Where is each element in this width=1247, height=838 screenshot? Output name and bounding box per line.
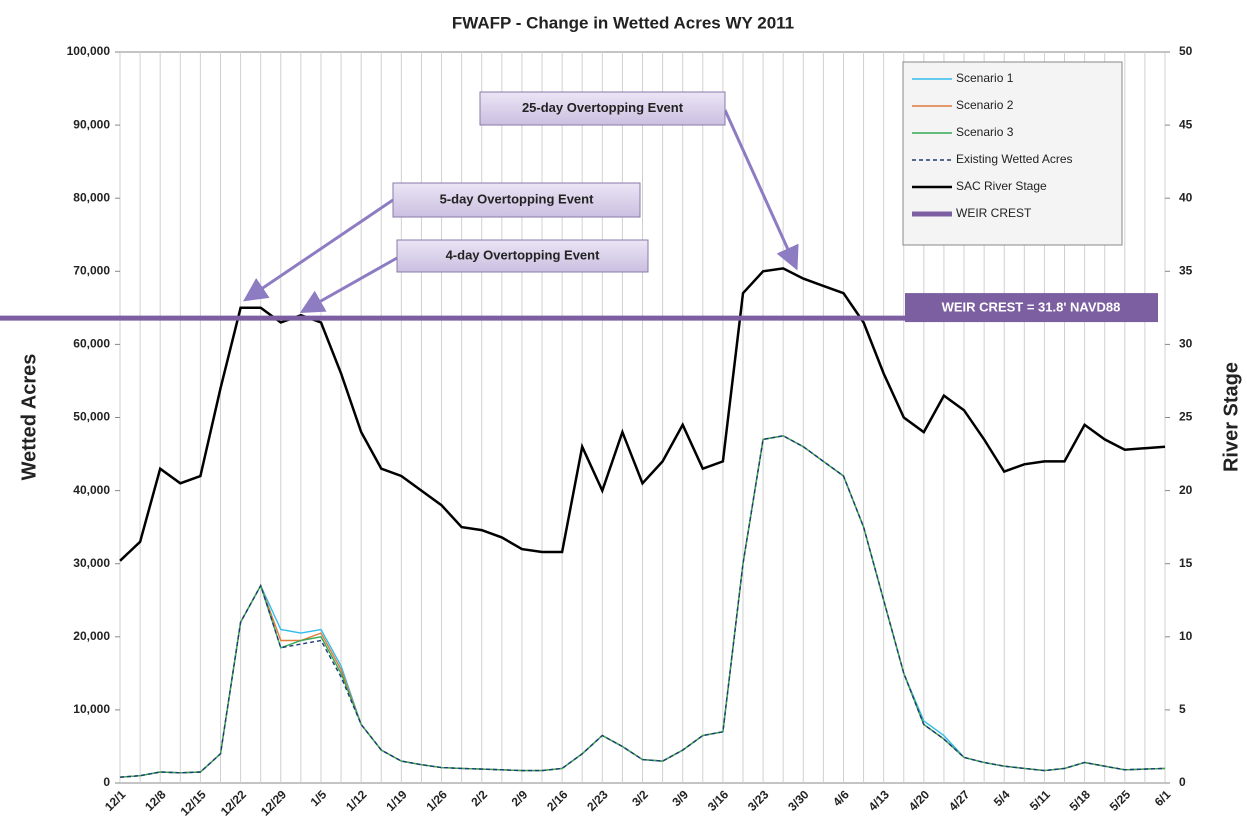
annotation-box: [479, 91, 726, 126]
y-tick-label: 10,000: [73, 702, 110, 716]
x-tick-label: 12/29: [258, 787, 289, 818]
x-tick-label: 1/19: [383, 787, 410, 814]
x-tick-label: 5/18: [1067, 787, 1094, 814]
x-tick-label: 5/4: [991, 787, 1013, 809]
x-tick-label: 4/27: [946, 787, 973, 814]
annotation-text: 4-day Overtopping Event: [446, 247, 601, 262]
y-tick-label: 60,000: [73, 337, 110, 351]
x-tick-label: 12/8: [142, 787, 169, 814]
y-tick-label: 50,000: [73, 410, 110, 424]
annotation-text: 5-day Overtopping Event: [440, 191, 595, 206]
x-tick-label: 5/25: [1107, 787, 1134, 814]
y2-tick-label: 20: [1179, 483, 1193, 497]
y2-tick-label: 40: [1179, 190, 1193, 204]
y-tick-label: 90,000: [73, 117, 110, 131]
x-tick-label: 3/9: [669, 787, 691, 809]
legend-label: Scenario 1: [956, 71, 1014, 85]
x-tick-label: 3/23: [745, 787, 772, 814]
reference-label: WEIR CREST = 31.8' NAVD88: [942, 300, 1121, 315]
y2-tick-label: 35: [1179, 263, 1193, 277]
legend-label: Existing Wetted Acres: [956, 152, 1073, 166]
reference-label-box: [905, 293, 1158, 323]
y-tick-label: 0: [103, 775, 110, 789]
y2-tick-label: 15: [1179, 556, 1193, 570]
x-tick-label: 1/26: [423, 787, 450, 814]
x-tick-label: 6/1: [1152, 787, 1174, 809]
x-tick-label: 12/22: [218, 787, 249, 818]
y2-tick-label: 0: [1179, 775, 1186, 789]
y2-tick-label: 50: [1179, 44, 1193, 58]
annotation-box: [396, 239, 649, 273]
chart-title: FWAFP - Change in Wetted Acres WY 2011: [452, 13, 794, 32]
x-tick-label: 1/12: [343, 787, 370, 814]
y2-tick-label: 5: [1179, 702, 1186, 716]
y-tick-label: 80,000: [73, 190, 110, 204]
y2-tick-label: 30: [1179, 337, 1193, 351]
annotation-text: 25-day Overtopping Event: [522, 100, 684, 115]
x-tick-label: 3/30: [785, 787, 812, 814]
y2-axis-title: River Stage: [1220, 362, 1242, 472]
x-tick-label: 12/1: [102, 787, 129, 814]
annotation-arrow: [299, 256, 398, 313]
annotation-arrow: [243, 198, 394, 302]
x-tick-label: 4/20: [906, 787, 933, 814]
x-tick-label: 3/2: [629, 787, 651, 809]
x-tick-label: 12/15: [178, 787, 209, 818]
y-axis-title: Wetted Acres: [18, 354, 40, 481]
x-tick-label: 2/23: [584, 787, 611, 814]
x-tick-label: 2/9: [509, 787, 531, 809]
legend-label: WEIR CREST: [956, 206, 1032, 220]
x-tick-label: 3/16: [705, 787, 732, 814]
x-tick-label: 4/13: [866, 787, 893, 814]
y-tick-label: 70,000: [73, 263, 110, 277]
legend-label: Scenario 2: [956, 98, 1014, 112]
x-tick-label: 2/16: [544, 787, 571, 814]
y2-tick-label: 25: [1179, 410, 1193, 424]
y-tick-label: 30,000: [73, 556, 110, 570]
legend-label: SAC River Stage: [956, 179, 1047, 193]
y-tick-label: 40,000: [73, 483, 110, 497]
legend-label: Scenario 3: [956, 125, 1014, 139]
y2-tick-label: 45: [1179, 117, 1193, 131]
annotation-arrow: [723, 109, 799, 271]
x-tick-label: 2/2: [468, 787, 490, 809]
x-tick-label: 5/11: [1027, 787, 1053, 813]
x-tick-label: 4/6: [830, 787, 852, 809]
series-line: [119, 435, 1166, 778]
y-tick-label: 20,000: [73, 629, 110, 643]
y-tick-label: 100,000: [67, 44, 111, 58]
y2-tick-label: 10: [1179, 629, 1193, 643]
x-tick-label: 1/5: [308, 787, 330, 809]
annotation-box: [392, 182, 641, 218]
